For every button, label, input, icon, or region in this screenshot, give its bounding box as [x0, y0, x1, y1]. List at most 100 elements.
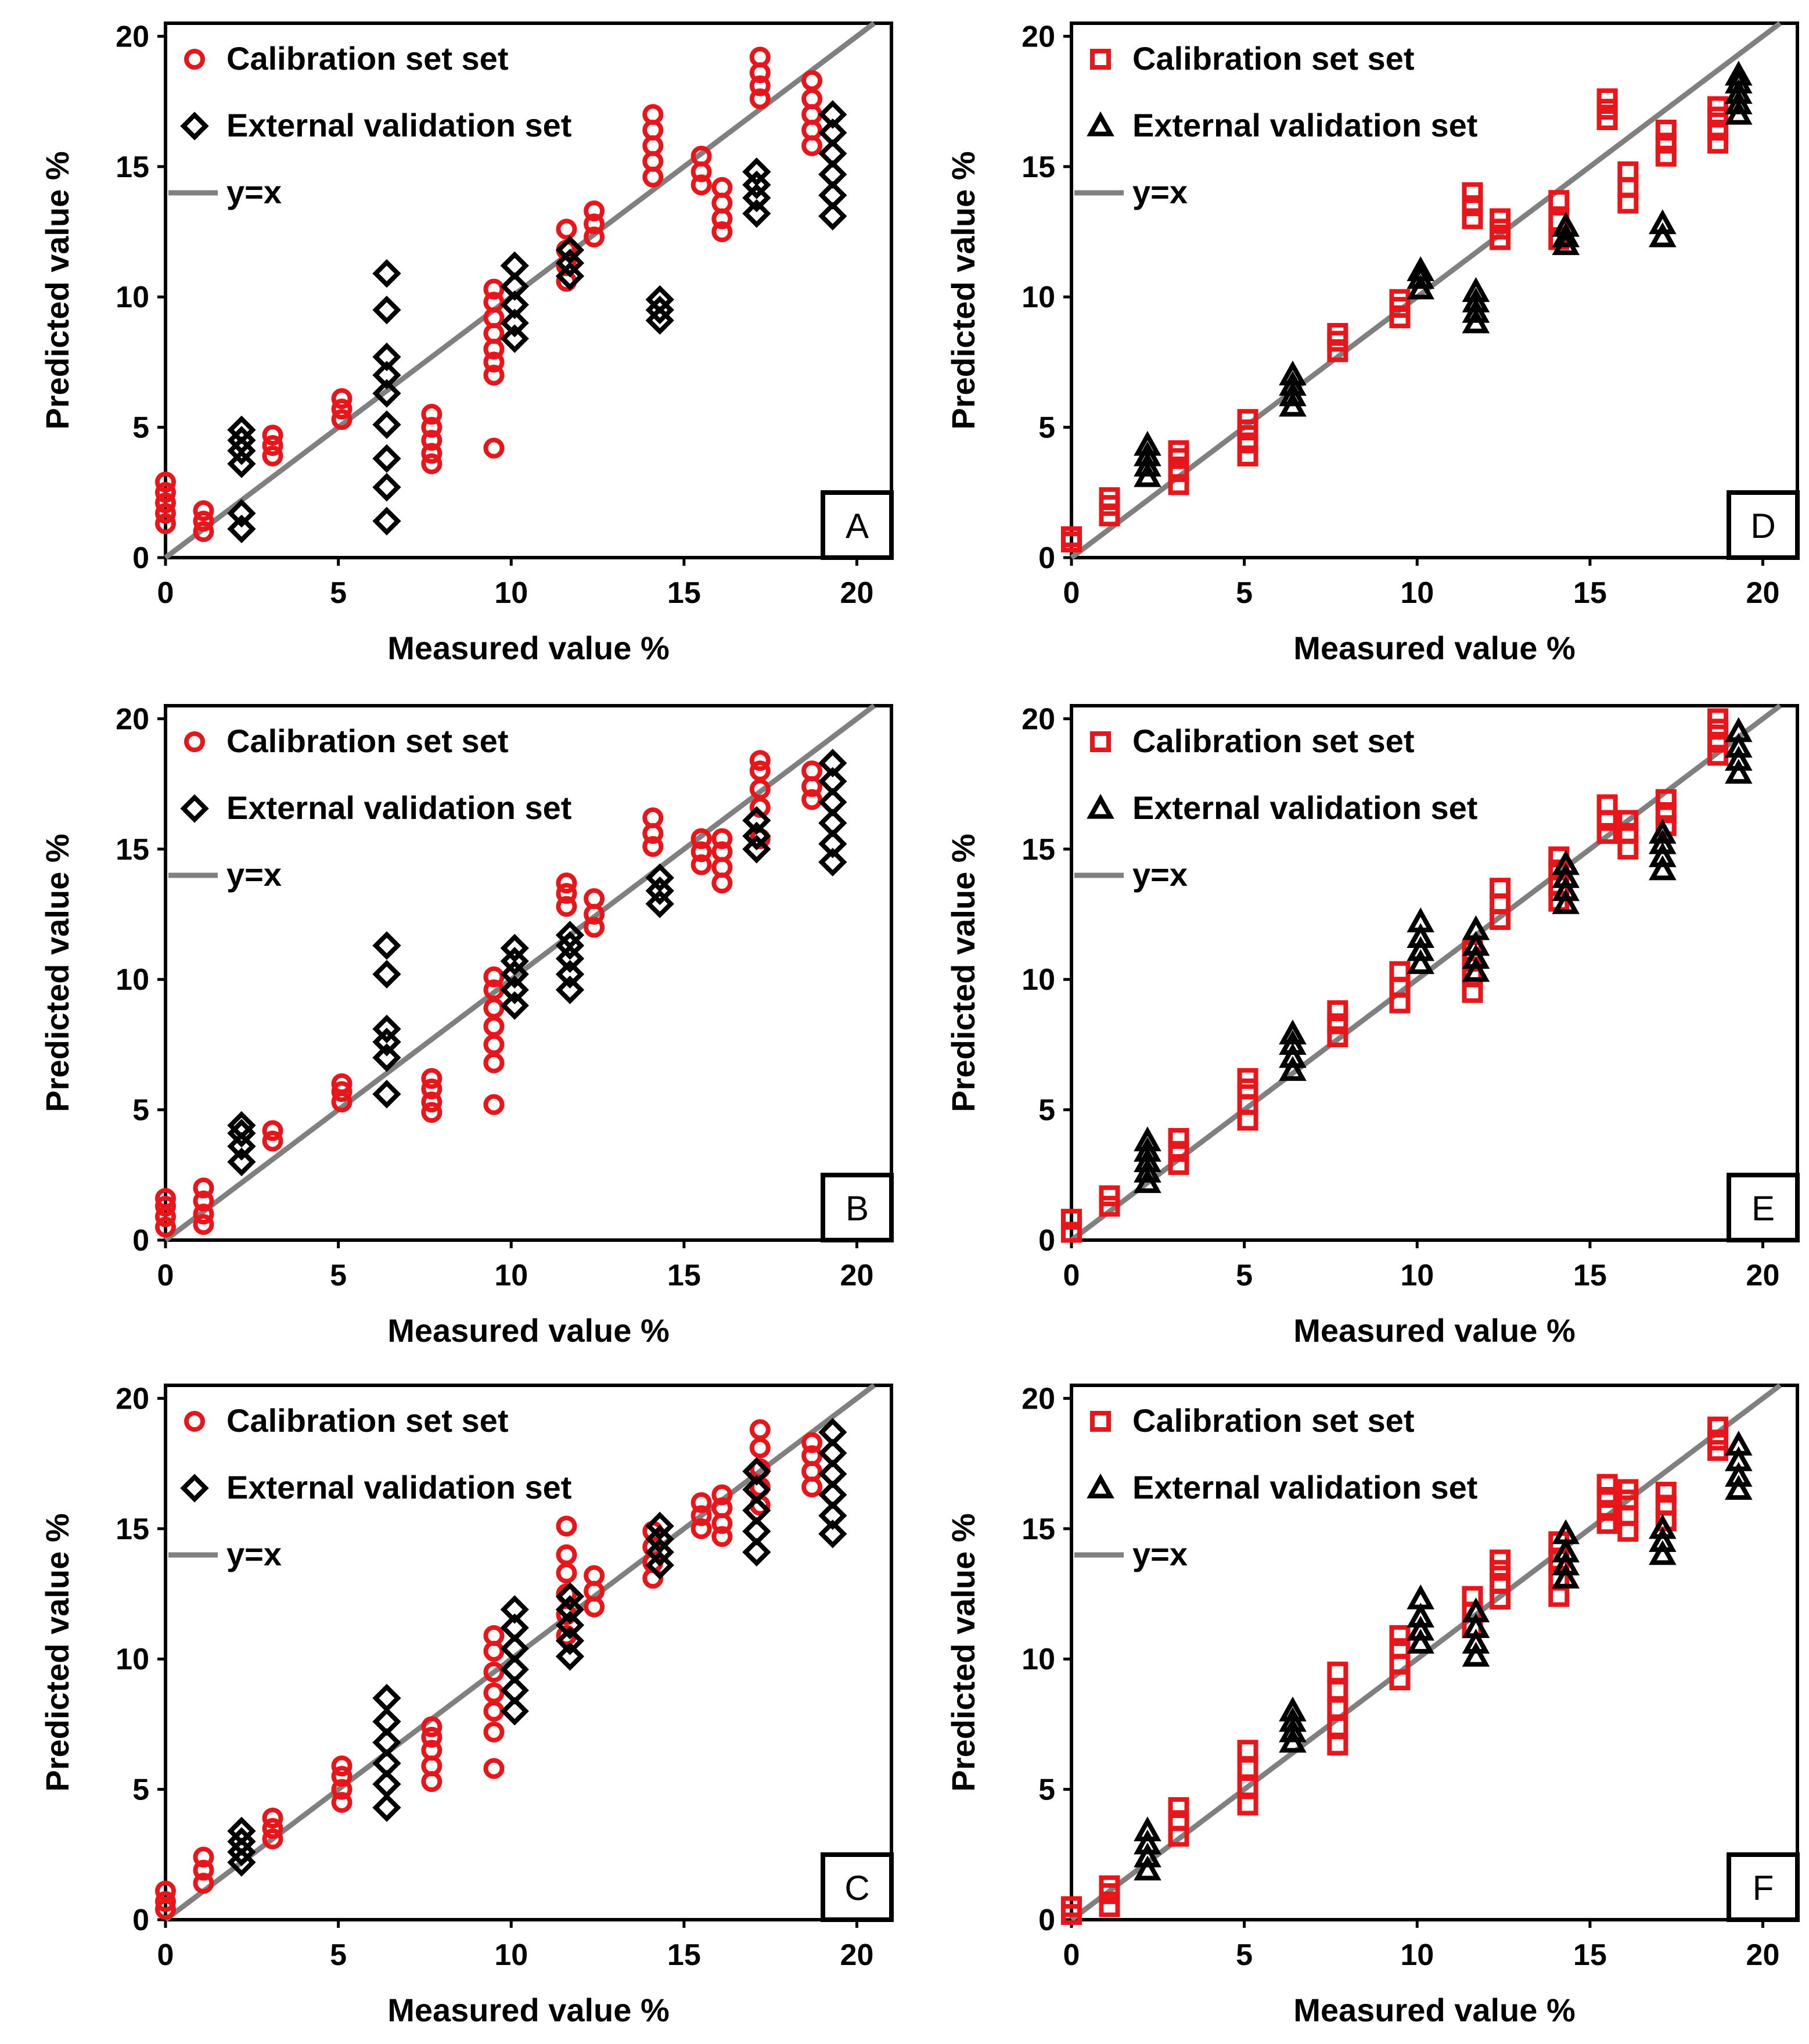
calibration-point: [262, 1807, 283, 1829]
calibration-point: [262, 445, 283, 466]
validation-point: [1649, 818, 1677, 844]
calibration-point: [1707, 1429, 1729, 1451]
x-tick-label: 20: [840, 576, 874, 610]
validation-point: [818, 1519, 847, 1549]
validation-point: [742, 199, 771, 228]
calibration-point: [331, 409, 353, 430]
calibration-point: [262, 1130, 283, 1152]
calibration-point: [690, 174, 712, 196]
calibration-point: [483, 437, 505, 459]
validation-point: [227, 1131, 256, 1161]
calibration-point: [483, 966, 505, 987]
calibration-point: [193, 521, 214, 543]
validation-point: [1407, 949, 1434, 974]
panel-label-box: [1727, 490, 1800, 560]
validation-point: [500, 272, 529, 301]
x-tick-label: 0: [157, 1938, 174, 1972]
x-tick-label: 5: [330, 1259, 347, 1292]
calibration-point: [421, 1091, 443, 1113]
calibration-point: [556, 872, 577, 894]
calibration-point: [1596, 1486, 1618, 1508]
panel-label: A: [846, 506, 869, 545]
calibration-point: [483, 1094, 505, 1115]
legend-entry: Calibration set set: [1132, 723, 1414, 759]
calibration-point: [556, 896, 577, 917]
validation-point: [1649, 1514, 1677, 1539]
x-tick-label: 0: [157, 576, 174, 610]
calibration-point: [1707, 132, 1729, 154]
x-tick-label: 5: [330, 576, 347, 610]
validation-series: [227, 749, 847, 1177]
calibration-point: [690, 1518, 712, 1539]
y-tick-label: 20: [1022, 702, 1055, 736]
validation-point: [818, 847, 847, 876]
calibration-point: [749, 1419, 771, 1441]
legend-entry: External validation set: [226, 107, 571, 143]
x-tick-label: 10: [494, 1938, 528, 1972]
calibration-point: [483, 278, 505, 300]
legend-entry: External validation set: [226, 789, 571, 826]
validation-point: [372, 1683, 401, 1713]
validation-series: [227, 100, 847, 544]
calibration-point: [155, 1880, 176, 1902]
chart-panel-e: 0 5 10 15 20 0 5 10 15 20 Measured value % Predicte…: [906, 682, 1806, 1362]
calibration-point: [1655, 1482, 1677, 1503]
calibration-point: [331, 1779, 353, 1800]
validation-point: [1407, 256, 1434, 281]
calibration-point: [1389, 1638, 1411, 1659]
y-tick-label: 15: [1022, 1513, 1055, 1546]
y-tick-label: 20: [116, 1382, 149, 1416]
calibration-point: [749, 750, 771, 771]
chart-panel-f: 0 5 10 15 20 0 5 10 15 20 Measured value % Predicte…: [906, 1362, 1806, 2042]
validation-point: [818, 118, 847, 148]
calibration-point: [1617, 161, 1639, 182]
calibration-point: [711, 177, 733, 198]
y-tick-label: 15: [116, 150, 149, 184]
y-tick-label: 0: [132, 541, 149, 575]
calibration-point: [1655, 145, 1677, 167]
calibration-point: [801, 1445, 823, 1467]
calibration-point: [155, 1195, 176, 1217]
validation-point: [1407, 1584, 1434, 1610]
validation-point: [1407, 907, 1434, 933]
validation-point: [555, 1642, 585, 1671]
validation-point: [1279, 1019, 1307, 1045]
x-tick-label: 5: [1236, 576, 1253, 610]
y-axis-title: Predicted value %: [39, 834, 75, 1112]
validation-point: [500, 991, 529, 1020]
calibration-point: [483, 364, 505, 386]
y-tick-label: 20: [1022, 20, 1055, 53]
calibration-point: [1168, 1127, 1189, 1149]
calibration-point: [1168, 461, 1189, 482]
validation-point: [742, 170, 771, 199]
calibration-point: [421, 1068, 443, 1089]
validation-point: [742, 1538, 771, 1567]
validation-point: [742, 806, 771, 835]
legend-entry: y=x: [226, 1536, 282, 1572]
validation-point: [1462, 1629, 1490, 1654]
validation-point: [1407, 936, 1434, 961]
calibration-point: [331, 1766, 353, 1787]
validation-point: [1134, 1829, 1161, 1855]
validation-point: [818, 829, 847, 858]
validation-point: [1462, 944, 1490, 969]
validation-point: [1462, 931, 1490, 956]
legend-entry: Calibration set set: [226, 1402, 508, 1439]
x-axis-title: Measured value %: [387, 1312, 670, 1349]
validation-point: [555, 249, 585, 278]
x-tick-label: 15: [667, 576, 701, 610]
calibration-point: [711, 828, 733, 849]
chart-panel-d: 0 5 10 15 20 0 5 10 15 20 Measured value % Predicte…: [906, 0, 1806, 680]
legend-calibration-marker: [184, 49, 205, 70]
legend-validation-marker: [180, 112, 209, 141]
calibration-point: [1707, 96, 1729, 117]
validation-point: [555, 261, 585, 290]
validation-point: [645, 876, 674, 906]
calibration-point: [1707, 1416, 1729, 1438]
validation-point: [1725, 1430, 1753, 1456]
calibration-point: [155, 471, 176, 493]
legend-entry: External validation set: [1132, 1469, 1477, 1506]
calibration-point: [1389, 289, 1411, 310]
calibration-point: [331, 1073, 353, 1094]
calibration-point: [331, 398, 353, 420]
